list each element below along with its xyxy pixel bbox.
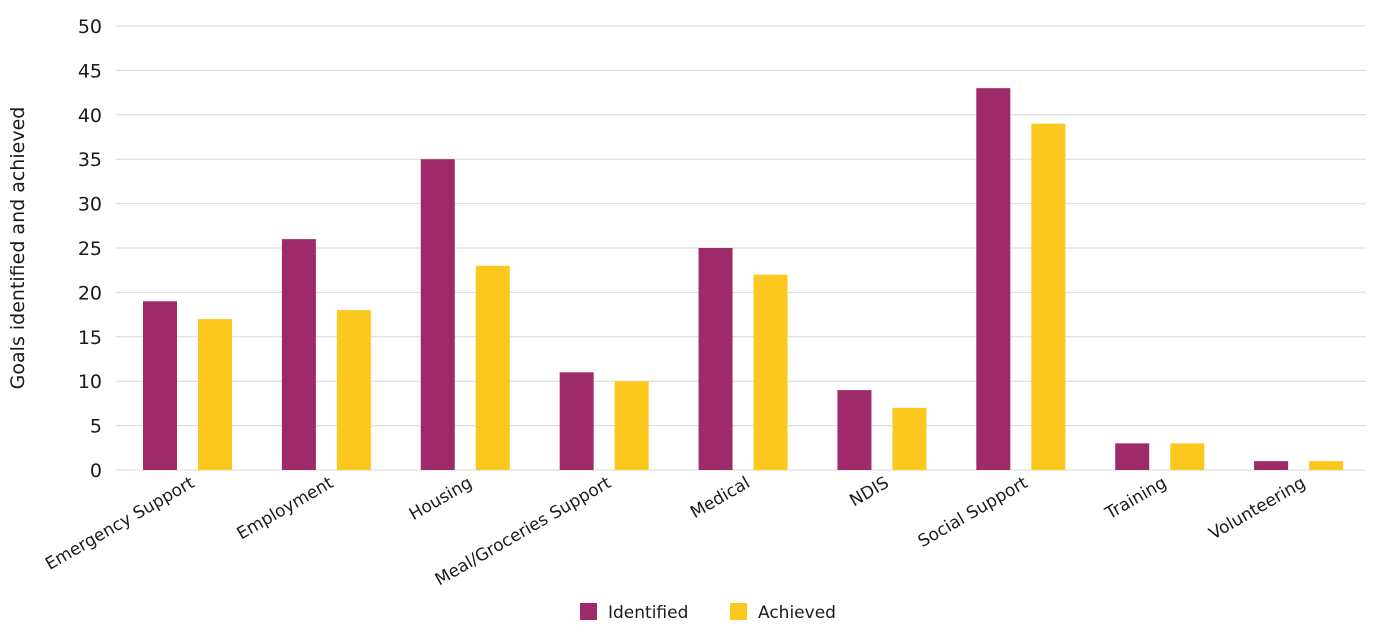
y-tick-label: 0 (90, 460, 102, 482)
legend-swatch-identified (580, 603, 597, 620)
x-category-label: Volunteering (1206, 473, 1309, 544)
x-axis-labels: Emergency Support Employment HousingMeal/G… (42, 473, 1309, 590)
y-axis-ticks: 0 5 10 15 20 25 30 35 40 45 50 (78, 16, 102, 482)
bar-achieved-social-support (1031, 123, 1066, 471)
x-category-label: Social Support (915, 473, 1032, 552)
y-axis-title: Goals identified and achieved (7, 107, 29, 390)
y-tick-label: 10 (78, 371, 102, 393)
gridlines (116, 25, 1366, 471)
bar-identified-social-support (976, 88, 1011, 470)
y-tick-label: 25 (78, 238, 102, 260)
x-category-label: Employment (234, 473, 338, 544)
legend-label-achieved: Achieved (758, 603, 836, 623)
x-category-label: Emergency Support (42, 473, 198, 575)
x-category-label: Housing (406, 473, 476, 525)
y-tick-label: 50 (78, 16, 102, 38)
bar-achieved-housing (475, 265, 510, 470)
legend-swatch-achieved (730, 603, 747, 620)
y-tick-label: 5 (90, 416, 102, 438)
legend: Identified Achieved (580, 603, 836, 623)
y-tick-label: 15 (78, 327, 102, 349)
legend-label-identified: Identified (608, 603, 688, 623)
y-tick-label: 20 (78, 282, 102, 304)
bar-identified-ndis (837, 390, 872, 470)
y-tick-label: 35 (78, 149, 102, 171)
bar-achieved-medical (753, 274, 788, 470)
bar-identified-employment (281, 239, 316, 470)
bar-identified-training (1115, 443, 1150, 470)
bar-achieved-volunteering (1309, 461, 1344, 470)
y-tick-label: 30 (78, 194, 102, 216)
y-tick-label: 40 (78, 105, 102, 127)
x-category-label: Training (1101, 473, 1170, 524)
bar-achieved-employment (336, 310, 371, 470)
bar-identified-volunteering (1254, 461, 1289, 470)
bar-identified-medical (698, 248, 733, 470)
bar-achieved-emergency-support (198, 319, 232, 470)
bar-identified-emergency-support (143, 301, 177, 470)
bar-identified-housing (420, 159, 455, 470)
y-tick-label: 45 (78, 60, 102, 82)
bars (143, 88, 1344, 471)
bar-achieved-meal-groceries-support (614, 381, 649, 470)
bar-achieved-ndis (892, 407, 927, 470)
x-category-label: NDIS (846, 473, 892, 511)
bar-achieved-training (1170, 443, 1205, 470)
bar-identified-meal-groceries-support (559, 372, 594, 470)
x-category-label: Medical (687, 473, 753, 523)
